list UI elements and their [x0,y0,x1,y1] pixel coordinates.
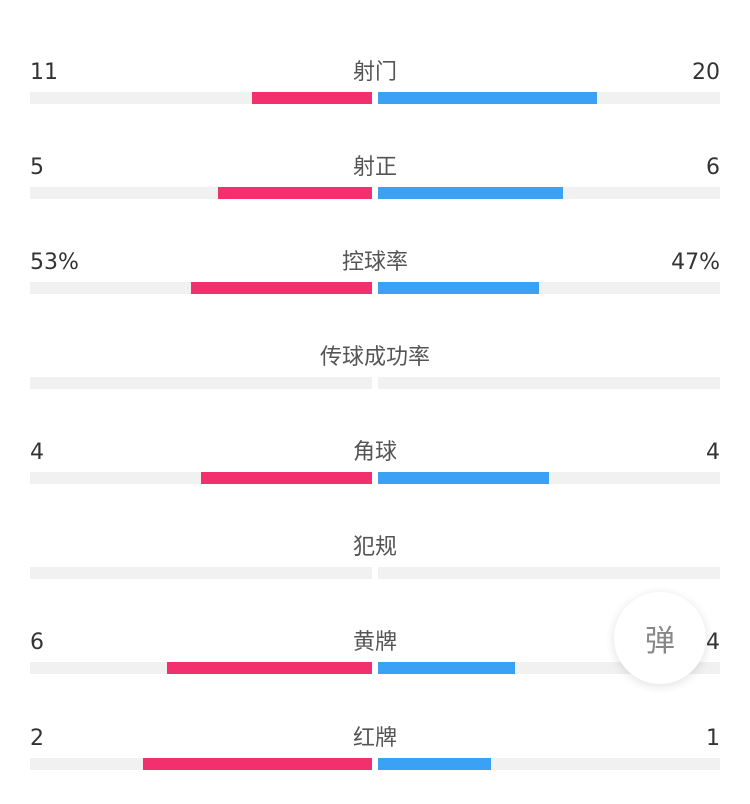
stat-row: 4 角球 4 [0,438,750,518]
stat-label: 控球率 [341,250,408,275]
stat-away-bar-track [378,187,720,199]
stat-away-bar-track [378,472,720,484]
stat-label: 传球成功率 [319,345,430,370]
stat-label: 角球 [352,440,397,465]
stat-home-bar [201,472,372,484]
stat-label: 射正 [352,155,397,180]
stat-home-value: 53% [30,250,79,275]
stat-away-bar [378,282,539,294]
stat-home-bar-track [30,187,372,199]
stat-home-bar-track [30,282,372,294]
stat-home-bar [191,282,372,294]
stat-away-bar-track [378,567,720,579]
stat-label: 黄牌 [352,630,397,655]
stat-home-bar-track [30,377,372,389]
stat-home-bar-track [30,567,372,579]
stat-away-value: 20 [692,60,720,85]
stat-away-bar-track [378,92,720,104]
stat-label: 红牌 [352,726,397,751]
stat-home-bar [218,187,372,199]
stat-away-value: 4 [706,440,720,465]
stat-home-value: 11 [30,60,58,85]
stat-away-bar [378,92,597,104]
stat-away-bar [378,758,491,770]
stat-away-bar-track [378,758,720,770]
stat-home-value: 2 [30,726,44,751]
stat-row: 2 红牌 1 [0,724,750,804]
stat-home-bar [167,662,372,674]
stat-away-value: 47% [671,250,720,275]
stat-away-value: 6 [706,155,720,180]
stat-row: 53% 控球率 47% [0,248,750,328]
stat-home-bar [143,758,372,770]
stat-away-value: 4 [706,630,720,655]
stat-home-value: 6 [30,630,44,655]
stat-home-value: 5 [30,155,44,180]
stat-away-bar-track [378,282,720,294]
stat-label: 射门 [352,60,397,85]
stat-away-bar [378,472,549,484]
stat-row: 犯规 [0,533,750,613]
stat-home-bar-track [30,472,372,484]
stat-row: 传球成功率 [0,343,750,423]
stat-away-bar-track [378,377,720,389]
danmaku-button[interactable]: 弹 [614,592,706,684]
stat-row: 5 射正 6 [0,153,750,233]
stat-away-value: 1 [706,726,720,751]
stat-home-bar-track [30,92,372,104]
stat-home-bar-track [30,758,372,770]
stat-home-bar-track [30,662,372,674]
stat-home-bar [252,92,372,104]
stat-row: 11 射门 20 [0,58,750,138]
stat-away-bar [378,187,563,199]
stat-home-value: 4 [30,440,44,465]
stat-label: 犯规 [352,535,397,560]
stat-away-bar [378,662,515,674]
